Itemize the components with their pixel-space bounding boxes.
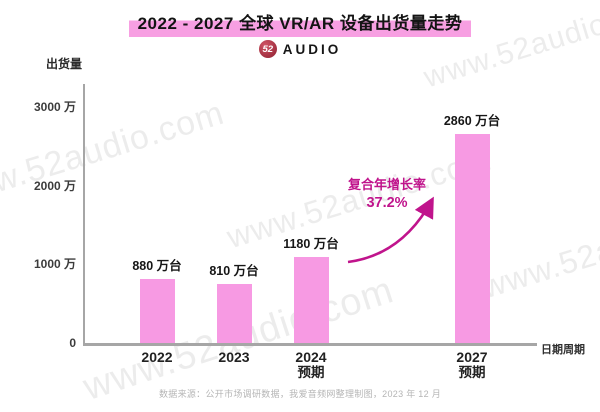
bar-value-label: 2860 万台 bbox=[443, 114, 501, 128]
x-axis-line bbox=[83, 343, 537, 346]
y-axis-line bbox=[83, 84, 85, 344]
data-source-note: 数据来源：公开市场调研数据，我爱音频网整理制图，2023 年 12 月 bbox=[158, 389, 442, 399]
x-tick-label: 2027 预期 bbox=[456, 349, 488, 381]
growth-arrow-icon bbox=[347, 196, 434, 264]
logo: 52 AUDIO bbox=[0, 39, 600, 59]
y-tick-label: 2000 万 bbox=[33, 178, 76, 193]
header: 2022 - 2027 全球 VR/AR 设备出货量走势 bbox=[0, 7, 600, 37]
x-tick-label: 2023 bbox=[218, 349, 250, 365]
x-tick-label: 2024 预期 bbox=[295, 349, 327, 381]
bar-2022 bbox=[139, 279, 175, 343]
bar-value-label: 880 万台 bbox=[132, 259, 182, 273]
cagr-annotation-value: 37.2% bbox=[366, 195, 408, 211]
bar-2024 bbox=[293, 257, 329, 343]
x-axis-title: 日期周期 bbox=[541, 344, 585, 356]
bar-value-label: 1180 万台 bbox=[283, 237, 339, 251]
cagr-annotation-label: 复合年增长率 bbox=[347, 177, 426, 192]
y-tick-label: 3000 万 bbox=[33, 100, 76, 115]
bar-2023 bbox=[216, 284, 252, 343]
y-axis-title: 出货量 bbox=[46, 57, 83, 71]
page-title: 2022 - 2027 全球 VR/AR 设备出货量走势 bbox=[128, 7, 472, 37]
y-tick-label: 0 bbox=[69, 336, 76, 350]
logo-52-badge-icon: 52 bbox=[258, 40, 277, 58]
logo-text: AUDIO bbox=[282, 41, 342, 57]
bar-value-label: 810 万台 bbox=[209, 264, 259, 278]
y-tick-label: 1000 万 bbox=[33, 257, 76, 272]
bar-2027 bbox=[454, 134, 490, 343]
cagr-annotation: 复合年增长率 37.2% bbox=[334, 176, 440, 213]
x-tick-label: 2022 bbox=[141, 349, 173, 365]
site-watermark: www.52audio.com bbox=[477, 190, 600, 306]
